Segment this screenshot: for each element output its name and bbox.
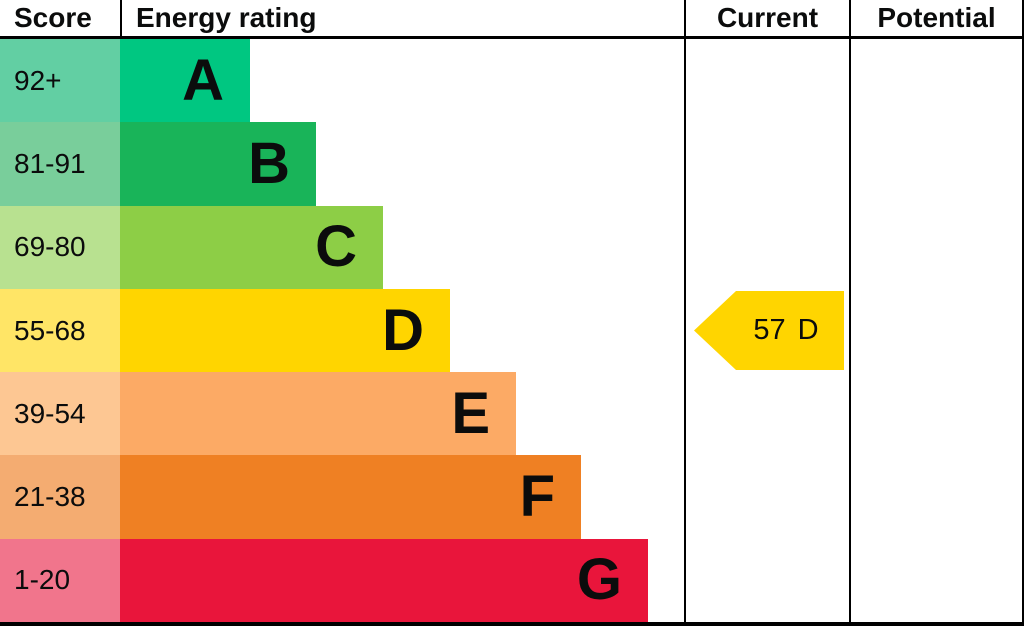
band-letter: A <box>182 47 224 113</box>
current-cell <box>684 39 849 123</box>
band-bar: F <box>120 455 581 539</box>
potential-cell <box>849 538 1022 622</box>
current-rating-pointer: 57 D <box>694 291 844 371</box>
band-row: 92+ A <box>0 39 1022 123</box>
band-score-range: 21-38 <box>14 481 86 513</box>
chart-header-row: Score Energy rating Current Potential <box>0 0 1022 39</box>
band-row: 1-20 G <box>0 538 1022 622</box>
band-score-range: 55-68 <box>14 314 86 346</box>
potential-cell <box>849 39 1022 123</box>
band-score-range: 69-80 <box>14 231 86 263</box>
current-cell: 57 D <box>684 288 849 373</box>
band-letter: C <box>315 214 357 280</box>
current-cell <box>684 122 849 206</box>
band-letter: G <box>576 547 622 613</box>
band-rating-cell: C <box>120 205 684 289</box>
band-row: 81-91 B <box>0 122 1022 206</box>
current-cell <box>684 455 849 539</box>
band-letter: D <box>382 297 424 363</box>
current-rating-letter: D <box>797 314 819 347</box>
band-score-cell: 55-68 <box>0 288 120 373</box>
potential-cell <box>849 372 1022 456</box>
band-rating-cell: B <box>120 122 684 206</box>
potential-cell <box>849 455 1022 539</box>
potential-cell <box>849 288 1022 373</box>
potential-column-header: Potential <box>849 0 1022 36</box>
current-cell <box>684 372 849 456</box>
band-score-range: 92+ <box>14 64 62 96</box>
band-rating-cell: E <box>120 372 684 456</box>
potential-cell <box>849 205 1022 289</box>
band-score-cell: 81-91 <box>0 122 120 206</box>
band-rating-cell: F <box>120 455 684 539</box>
potential-cell <box>849 122 1022 206</box>
score-column-header: Score <box>14 2 92 33</box>
band-rating-cell: D <box>120 288 684 373</box>
band-letter: F <box>519 464 555 530</box>
current-cell <box>684 538 849 622</box>
band-bar: D <box>120 288 450 373</box>
band-score-cell: 1-20 <box>0 538 120 622</box>
band-score-cell: 21-38 <box>0 455 120 539</box>
band-row: 21-38 F <box>0 455 1022 539</box>
band-row: 69-80 C <box>0 205 1022 289</box>
band-letter: B <box>248 130 290 196</box>
band-bar: E <box>120 372 516 456</box>
band-row: 39-54 E <box>0 372 1022 456</box>
band-score-cell: 92+ <box>0 39 120 123</box>
band-score-cell: 39-54 <box>0 372 120 456</box>
band-bar: A <box>120 39 250 123</box>
band-score-cell: 69-80 <box>0 205 120 289</box>
current-score-value: 57 <box>753 314 786 347</box>
band-letter: E <box>451 380 490 446</box>
band-score-range: 39-54 <box>14 397 86 429</box>
energy-rating-column-header: Energy rating <box>120 0 684 36</box>
band-bar: B <box>120 122 316 206</box>
band-score-range: 1-20 <box>14 564 71 596</box>
current-cell <box>684 205 849 289</box>
current-column-header: Current <box>684 0 849 36</box>
band-rows: 92+ A 81-91 B <box>0 39 1022 622</box>
band-bar: C <box>120 205 383 289</box>
band-rating-cell: A <box>120 39 684 123</box>
band-rating-cell: G <box>120 538 684 622</box>
band-row: 55-68 D 57 D <box>0 288 1022 373</box>
band-bar: G <box>120 538 648 622</box>
band-score-range: 81-91 <box>14 147 86 179</box>
